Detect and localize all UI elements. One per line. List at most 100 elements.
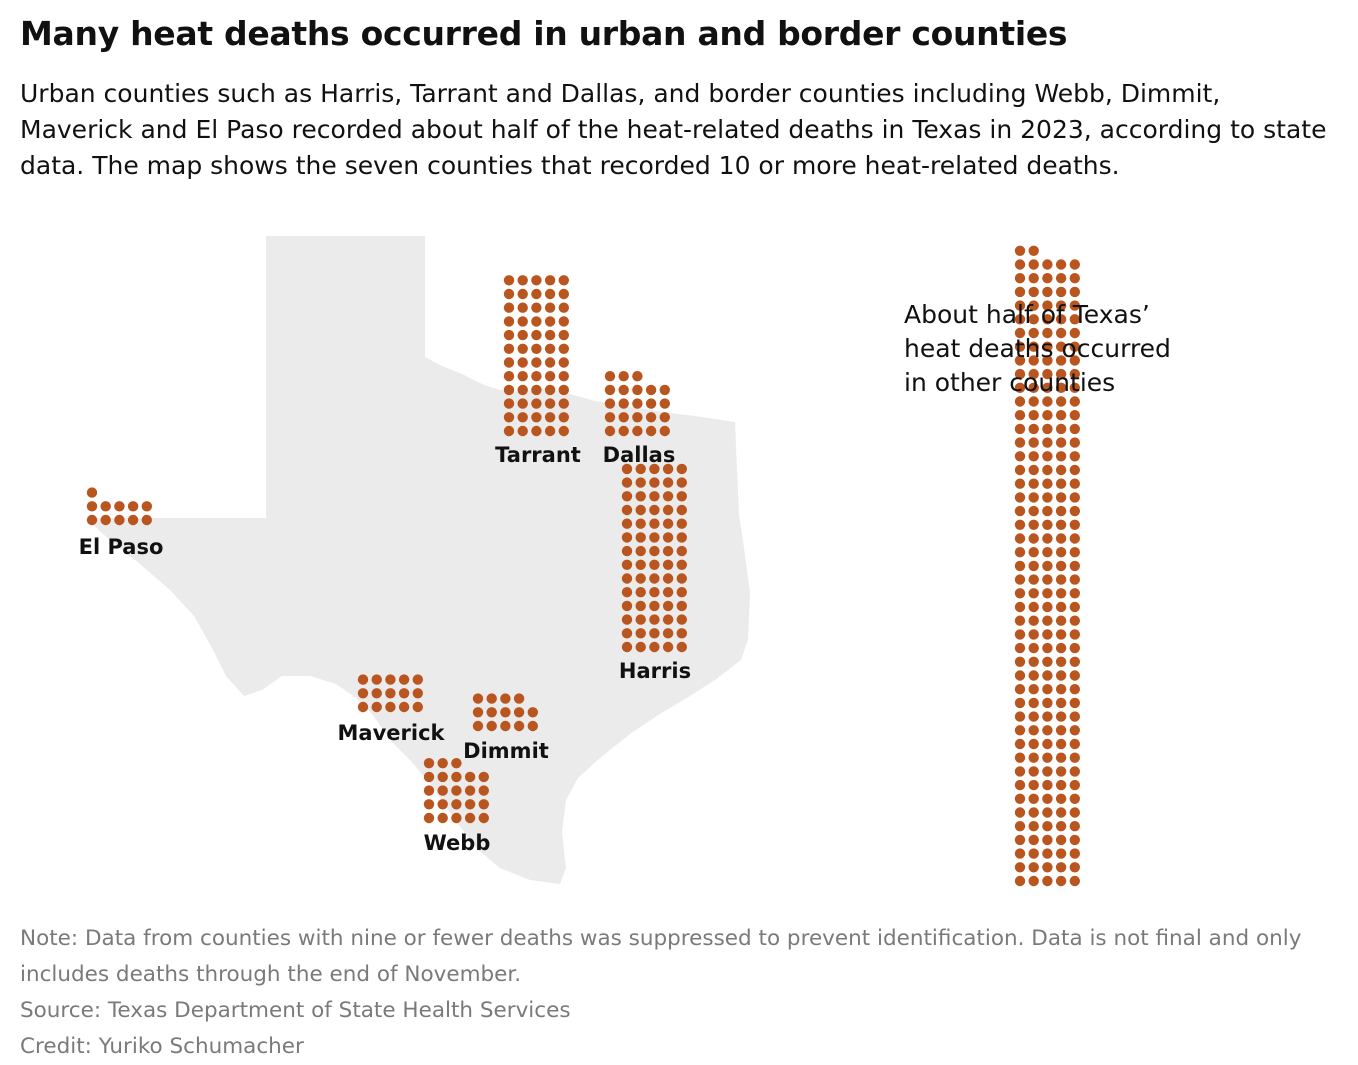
death-dot	[558, 275, 569, 286]
death-dot	[1028, 327, 1039, 339]
death-dot	[1014, 834, 1026, 846]
death-dot	[1069, 355, 1081, 366]
death-dot	[531, 316, 542, 327]
death-dot	[1042, 505, 1053, 517]
death-dot	[385, 688, 396, 699]
death-dot	[517, 357, 528, 368]
death-dot	[503, 425, 515, 437]
footer-note: Note: Data from counties with nine or fe…	[20, 926, 1302, 987]
death-dot	[1069, 862, 1081, 873]
death-dot	[1042, 588, 1053, 599]
death-dot	[1042, 697, 1053, 709]
death-dot	[1028, 382, 1039, 393]
death-dot	[503, 412, 515, 423]
death-dot	[1014, 437, 1026, 448]
death-dot	[649, 600, 660, 612]
death-dot	[1042, 341, 1053, 352]
death-dot	[621, 600, 633, 612]
death-dot	[662, 587, 674, 598]
death-dot	[662, 545, 674, 557]
death-dot	[472, 693, 484, 704]
death-dot	[503, 329, 515, 341]
death-dot	[1042, 848, 1053, 859]
death-dot	[1069, 574, 1081, 585]
death-dot	[1028, 766, 1039, 777]
death-dot	[1055, 451, 1067, 462]
death-dot	[1014, 711, 1026, 722]
death-dot	[621, 463, 633, 475]
death-dot	[1028, 588, 1039, 599]
death-dot	[1014, 273, 1026, 284]
death-dot	[141, 514, 152, 526]
death-dot	[1014, 848, 1026, 859]
death-dot	[544, 398, 556, 409]
death-dot	[1055, 862, 1067, 873]
death-dot	[1055, 382, 1067, 393]
death-dot	[558, 425, 569, 437]
death-dot	[659, 398, 670, 409]
death-dot	[632, 384, 643, 396]
death-dot	[531, 371, 542, 382]
death-dot	[1055, 327, 1067, 339]
death-dot	[1042, 684, 1053, 695]
death-dot	[676, 587, 687, 598]
death-dot	[1042, 834, 1053, 846]
death-dot	[531, 302, 542, 313]
death-dot	[437, 771, 448, 783]
death-dot	[1042, 642, 1053, 654]
death-dot	[676, 600, 687, 612]
death-dot	[1055, 505, 1067, 517]
death-dot	[531, 288, 542, 300]
death-dot	[437, 799, 448, 810]
death-dot	[649, 545, 660, 557]
death-dot	[1028, 423, 1039, 435]
death-dot	[1014, 382, 1026, 393]
death-dot	[621, 573, 633, 584]
death-dot	[1069, 478, 1081, 489]
death-dot	[1055, 396, 1067, 407]
death-dot	[1014, 300, 1026, 311]
death-dot	[517, 412, 528, 423]
death-dot	[517, 343, 528, 354]
death-dot	[1069, 656, 1081, 667]
death-dot	[1042, 779, 1053, 791]
death-dot	[676, 545, 687, 557]
death-dot	[503, 384, 515, 396]
dot-group-tarrant	[503, 275, 569, 437]
death-dot	[1069, 533, 1081, 544]
death-dot	[1042, 382, 1053, 393]
death-dot	[1014, 697, 1026, 709]
death-dot	[649, 573, 660, 584]
death-dot	[1069, 601, 1081, 613]
death-dot	[531, 329, 542, 341]
death-dot	[1014, 259, 1026, 270]
death-dot	[1055, 697, 1067, 709]
death-dot	[412, 688, 423, 699]
death-dot	[1028, 245, 1039, 256]
death-dot	[1069, 738, 1081, 750]
death-dot	[503, 316, 515, 327]
death-dot	[649, 614, 660, 625]
death-dot	[558, 288, 569, 300]
death-dot	[544, 329, 556, 341]
death-dot	[385, 701, 396, 713]
dot-group-dallas	[604, 371, 670, 437]
footer: Note: Data from counties with nine or fe…	[20, 921, 1350, 1065]
death-dot	[517, 275, 528, 286]
death-dot	[676, 614, 687, 625]
dot-group-maverick	[357, 674, 423, 713]
death-dot	[1028, 547, 1039, 558]
death-dot	[1028, 314, 1039, 325]
death-dot	[649, 641, 660, 653]
death-dot	[1028, 341, 1039, 352]
death-dot	[662, 641, 674, 653]
death-dot	[412, 674, 423, 685]
death-dot	[1014, 368, 1026, 380]
death-dot	[1055, 492, 1067, 503]
death-dot	[1028, 752, 1039, 763]
death-dot	[649, 504, 660, 516]
county-label-harris: Harris	[619, 659, 691, 683]
death-dot	[1014, 451, 1026, 462]
death-dot	[1028, 368, 1039, 380]
death-dot	[1042, 423, 1053, 435]
